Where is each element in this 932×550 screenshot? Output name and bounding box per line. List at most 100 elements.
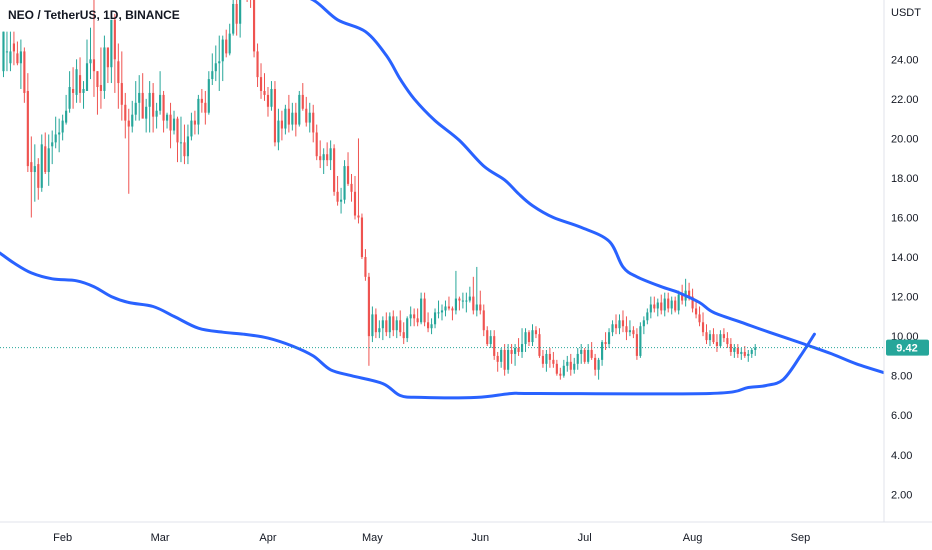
candle-body	[545, 353, 548, 364]
candle-203	[708, 330, 712, 347]
x-tick-label: Sep	[791, 532, 811, 544]
candle-97	[339, 187, 343, 214]
candle-88	[308, 102, 311, 133]
candle-body	[315, 132, 318, 157]
candle-61	[214, 45, 217, 82]
candle-body	[155, 110, 158, 117]
candle-body	[336, 191, 339, 202]
candle-body	[16, 53, 19, 64]
candle-body	[420, 298, 423, 323]
candle-body	[681, 294, 684, 301]
candle-48	[169, 102, 172, 149]
candle-107	[374, 308, 377, 339]
y-tick-label: 20.00	[891, 133, 919, 145]
candle-body	[200, 98, 203, 103]
y-tick-label: 16.00	[891, 213, 919, 225]
candle-109	[381, 316, 384, 341]
candle-110	[385, 312, 388, 337]
candle-body	[628, 330, 632, 333]
candle-41	[145, 98, 148, 133]
candle-42	[148, 81, 151, 133]
candle-68	[239, 0, 242, 38]
candle-123	[430, 318, 433, 335]
candle-0	[2, 31, 5, 78]
candle-body	[594, 357, 597, 370]
candle-body	[169, 114, 172, 131]
candle-93	[326, 142, 329, 167]
candle-29	[103, 35, 106, 99]
candle-87	[305, 96, 308, 127]
candle-148	[517, 338, 520, 356]
candle-body	[106, 47, 109, 68]
candle-104	[364, 249, 367, 281]
candle-100	[350, 174, 353, 202]
candle-body	[333, 148, 336, 192]
candle-163	[569, 353, 572, 376]
candle-body	[23, 51, 26, 93]
candle-body	[607, 332, 611, 345]
candle-105	[367, 272, 370, 366]
candle-body	[197, 98, 200, 125]
candle-body	[211, 71, 214, 80]
candle-body	[677, 294, 680, 311]
candle-body	[451, 308, 454, 311]
candle-body	[301, 94, 304, 109]
currency-label: USDT	[891, 7, 921, 19]
candle-body	[552, 359, 555, 364]
candle-body	[214, 63, 217, 72]
candle-body	[489, 336, 492, 345]
y-tick-label: 4.00	[891, 450, 912, 462]
candle-body	[280, 120, 283, 129]
candle-164	[573, 357, 576, 374]
candle-body	[461, 300, 464, 302]
candle-128	[447, 296, 451, 311]
candle-116	[406, 316, 409, 343]
candle-206	[719, 330, 722, 348]
candle-153	[534, 326, 538, 339]
candle-39	[138, 75, 141, 121]
y-tick-label: 8.00	[891, 371, 912, 383]
y-tick-label: 24.00	[891, 54, 919, 66]
price-axis-background[interactable]	[884, 0, 932, 550]
y-tick-label: 2.00	[891, 489, 912, 501]
candle-body	[19, 51, 22, 64]
candle-body	[621, 320, 625, 327]
y-tick-label: 18.00	[891, 173, 919, 185]
candle-209	[729, 338, 732, 356]
candle-185	[646, 308, 649, 325]
candle-23	[82, 81, 85, 109]
candle-body	[701, 322, 705, 333]
candle-body	[548, 353, 551, 360]
candle-body	[406, 318, 409, 339]
candle-body	[674, 300, 677, 311]
candle-body	[576, 353, 579, 364]
candle-body	[646, 312, 649, 321]
candle-122	[426, 312, 430, 333]
candle-7	[26, 73, 29, 173]
candle-130	[454, 270, 458, 315]
candle-body	[228, 33, 231, 54]
lower-band-line	[0, 251, 816, 400]
candle-103	[360, 213, 364, 260]
candle-146	[510, 344, 513, 364]
candle-59	[207, 71, 210, 115]
candle-body	[357, 215, 360, 218]
candle-body	[124, 104, 127, 121]
candle-188	[656, 298, 659, 317]
candle-14	[51, 130, 54, 165]
candle-72	[252, 0, 256, 58]
upper-band-line	[309, 0, 889, 376]
candle-34	[120, 51, 123, 121]
candle-210	[733, 344, 736, 358]
candle-body	[433, 312, 437, 325]
candle-15	[54, 116, 57, 149]
candle-63	[221, 35, 224, 82]
candle-18	[65, 94, 68, 125]
candle-body	[670, 300, 673, 309]
candle-body	[465, 300, 468, 302]
candle-body	[618, 320, 621, 329]
candle-body	[541, 355, 545, 364]
x-tick-label: May	[362, 532, 383, 544]
candle-73	[256, 43, 259, 87]
